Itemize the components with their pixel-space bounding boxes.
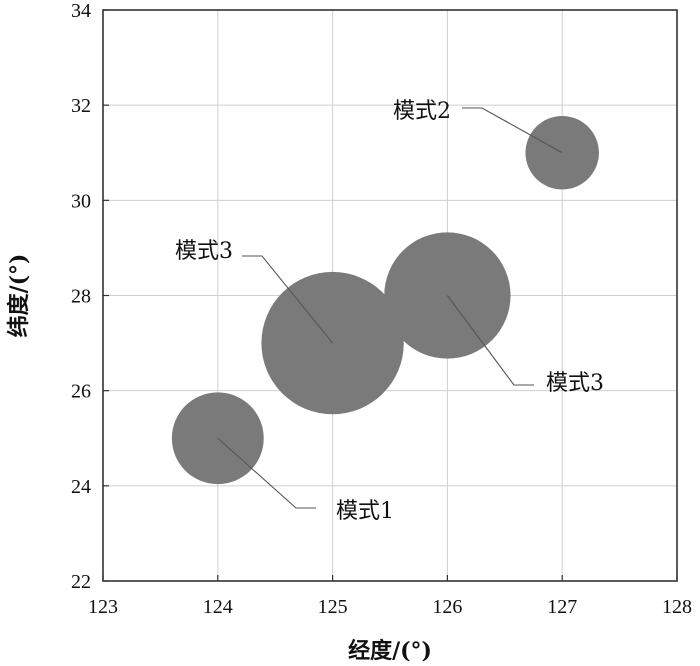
y-tick-label: 34 — [71, 0, 91, 22]
leader-line — [462, 107, 563, 154]
x-tick-label: 126 — [432, 596, 462, 618]
leader-line — [217, 437, 316, 509]
x-tick-label: 124 — [203, 596, 233, 618]
y-tick-label: 32 — [71, 95, 91, 117]
y-tick-label: 24 — [71, 476, 91, 498]
x-tick-labels: 123 124 125 126 127 128 — [88, 575, 692, 618]
annotation-label: 模式2 — [393, 99, 451, 124]
bubbles — [171, 116, 599, 485]
annotation-label: 模式3 — [546, 371, 604, 396]
annotation-label: 模式3 — [175, 239, 233, 264]
x-axis-label: 经度/(°) — [348, 638, 432, 664]
annotation-leaders — [217, 107, 563, 509]
y-tick-label: 30 — [71, 190, 91, 212]
leader-line — [446, 295, 534, 386]
annotation-labels: 模式1 模式3 模式3 模式2 — [175, 99, 604, 524]
x-tick-label: 125 — [318, 596, 348, 618]
y-axis-label: 纬度/(°) — [6, 254, 32, 338]
x-tick-label: 123 — [88, 596, 118, 618]
y-tick-labels: 22 24 26 28 30 32 34 — [71, 0, 109, 593]
x-tick-label: 128 — [662, 596, 692, 618]
y-tick-label: 22 — [71, 571, 91, 593]
annotation-label: 模式1 — [336, 499, 394, 524]
x-tick-label: 127 — [547, 596, 577, 618]
y-tick-label: 28 — [71, 286, 91, 308]
y-tick-label: 26 — [71, 381, 91, 403]
leader-line — [242, 255, 334, 344]
